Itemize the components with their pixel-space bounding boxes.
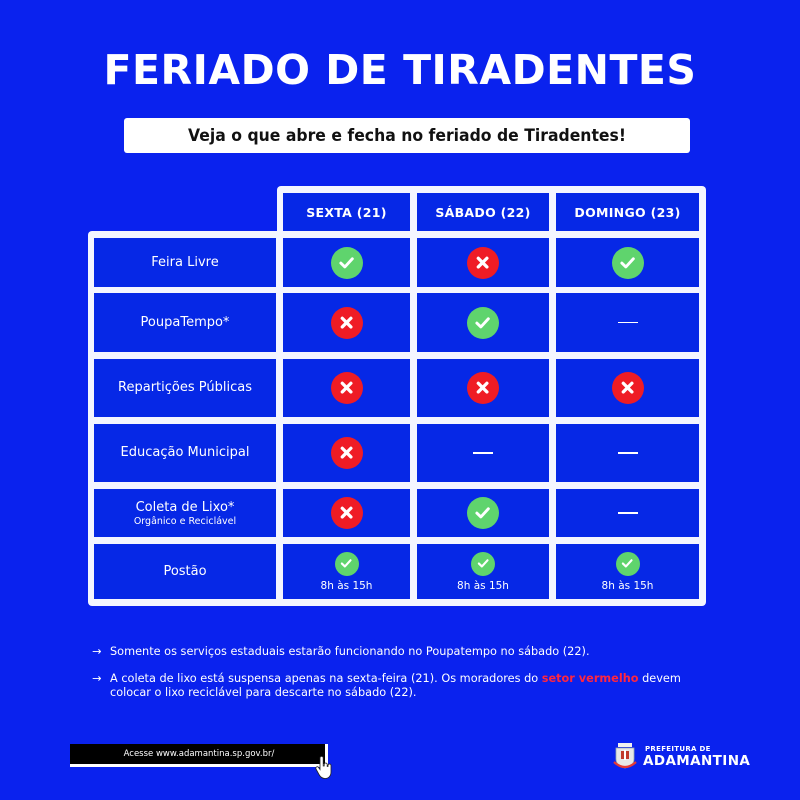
arrow-right-icon: → [92, 672, 102, 685]
row-label-text: Coleta de Lixo* [135, 499, 235, 515]
status-cell: 8h às 15h [283, 544, 410, 599]
note-text: Somente os serviços estaduais estarão fu… [110, 645, 590, 658]
logo-prefeitura-de: PREFEITURA DE [645, 745, 711, 753]
arrow-right-icon: → [92, 645, 102, 658]
row-label-text: Feira Livre [151, 254, 219, 270]
note-item: → Somente os serviços estaduais estarão … [92, 645, 712, 659]
hours-text: 8h às 15h [320, 579, 373, 592]
dash-icon [617, 452, 638, 454]
status-cell: 8h às 15h [417, 544, 549, 599]
column-header: DOMINGO (23) [556, 193, 699, 231]
x-icon [330, 437, 363, 469]
note-item: → A coleta de lixo está suspensa apenas … [92, 672, 712, 700]
hours-text: 8h às 15h [457, 579, 509, 592]
page-title: FERIADO DE TIRADENTES [103, 46, 697, 94]
check-icon [611, 246, 644, 279]
status-cell [417, 238, 549, 287]
row-sublabel: Orgânico e Reciclável [133, 515, 237, 527]
status-cell [283, 489, 410, 537]
column-header: SEXTA (21) [283, 193, 410, 231]
row-label: PoupaTempo* [94, 293, 276, 352]
status-cell [417, 424, 549, 482]
check-icon [471, 551, 495, 576]
row-label-text: Repartições Públicas [118, 380, 252, 395]
dash-icon [617, 321, 638, 324]
row-label-text: Educação Municipal [120, 445, 250, 460]
subtitle-banner: Veja o que abre e fecha no feriado de Ti… [124, 118, 690, 153]
dash-icon [617, 512, 638, 514]
row-label: Postão [94, 544, 276, 599]
column-header: SÁBADO (22) [417, 193, 549, 231]
check-icon [467, 306, 499, 339]
status-cell [556, 238, 699, 287]
dash-icon [473, 452, 493, 454]
status-cell [417, 293, 549, 352]
logo-adamantina: ADAMANTINA [643, 753, 751, 769]
status-cell [283, 359, 410, 417]
note-text: A coleta de lixo está suspensa apenas na… [110, 672, 681, 699]
hours-text: 8h às 15h [601, 579, 654, 592]
prefeitura-logo: PREFEITURA DE ADAMANTINA [613, 742, 750, 772]
subtitle-text: Veja o que abre e fecha no feriado de Ti… [188, 125, 626, 146]
x-icon [611, 372, 644, 404]
button-edge [325, 744, 328, 770]
row-label: Repartições Públicas [94, 359, 276, 417]
status-cell [417, 489, 549, 537]
status-cell [283, 238, 410, 287]
check-icon [467, 497, 499, 529]
hand-cursor-icon [315, 756, 332, 779]
notes: → Somente os serviços estaduais estarão … [92, 645, 712, 713]
x-icon [330, 306, 363, 339]
website-link-button[interactable]: Acesse www.adamantina.sp.gov.br/ [70, 744, 328, 767]
check-icon [334, 551, 359, 576]
x-icon [330, 372, 363, 404]
status-cell [283, 293, 410, 352]
row-label: Feira Livre [94, 238, 276, 287]
row-label: Coleta de Lixo* Orgânico e Reciclável [94, 489, 276, 537]
website-link-label: Acesse www.adamantina.sp.gov.br/ [123, 749, 275, 759]
city-crest-icon [613, 743, 637, 769]
x-icon [467, 372, 499, 404]
status-cell [556, 489, 699, 537]
check-icon [615, 551, 640, 576]
status-cell [283, 424, 410, 482]
status-cell: 8h às 15h [556, 544, 699, 599]
status-cell [417, 359, 549, 417]
check-icon [330, 246, 363, 279]
highlight-setor-vermelho: setor vermelho [541, 672, 639, 685]
row-label: Educação Municipal [94, 424, 276, 482]
status-cell [556, 424, 699, 482]
x-icon [330, 497, 363, 529]
row-label-text: Postão [163, 563, 207, 579]
x-icon [467, 246, 499, 279]
status-cell [556, 293, 699, 352]
status-cell [556, 359, 699, 417]
row-label-text: PoupaTempo* [140, 314, 230, 330]
